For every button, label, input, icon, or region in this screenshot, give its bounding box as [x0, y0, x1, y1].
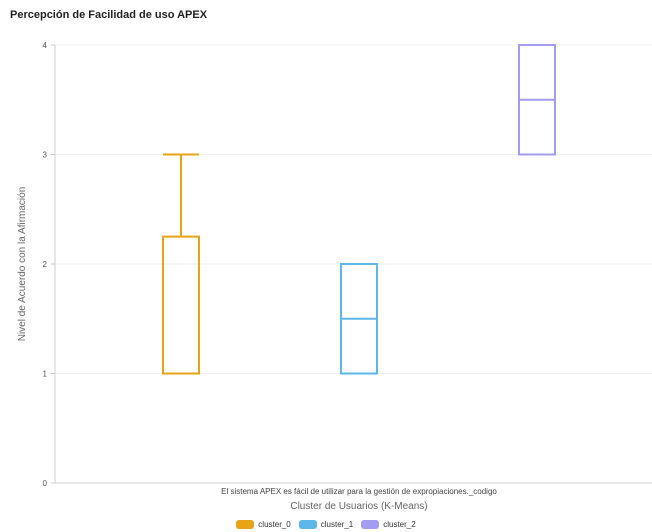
x-category-label: El sistema APEX es fácil de utilizar par… — [221, 487, 497, 496]
legend-swatch — [236, 519, 255, 529]
y-axis: 0 1 2 3 4 — [43, 41, 652, 488]
box-cluster_2 — [518, 44, 556, 156]
y-tick-label: 2 — [43, 260, 48, 269]
legend-swatch — [298, 519, 317, 529]
y-tick-label: 4 — [43, 41, 48, 50]
legend: cluster_0 cluster_1 cluster_2 — [0, 518, 652, 530]
y-tick-label: 1 — [43, 370, 48, 379]
y-tick-label: 3 — [43, 151, 48, 160]
box-cluster_1 — [340, 263, 378, 375]
chart-title: Percepción de Facilidad de uso APEX — [10, 9, 208, 21]
legend-item-cluster_0[interactable]: cluster_0 — [236, 519, 291, 529]
box-cluster_0 — [162, 153, 200, 375]
legend-label: cluster_0 — [258, 519, 291, 529]
x-axis-title: Cluster de Usuarios (K-Means) — [290, 501, 427, 512]
legend-swatch — [361, 519, 380, 529]
legend-label: cluster_1 — [320, 519, 354, 529]
legend-item-cluster_2[interactable]: cluster_2 — [361, 519, 416, 529]
grid-lines — [55, 44, 652, 374]
legend-label: cluster_2 — [383, 519, 416, 529]
box-iqr — [162, 235, 200, 375]
box-plot-series — [162, 44, 556, 375]
legend-item-cluster_1[interactable]: cluster_1 — [298, 519, 354, 529]
y-axis-title: Nivel de Acuerdo con la Afirmación — [17, 187, 28, 342]
y-tick-label: 0 — [43, 479, 48, 488]
